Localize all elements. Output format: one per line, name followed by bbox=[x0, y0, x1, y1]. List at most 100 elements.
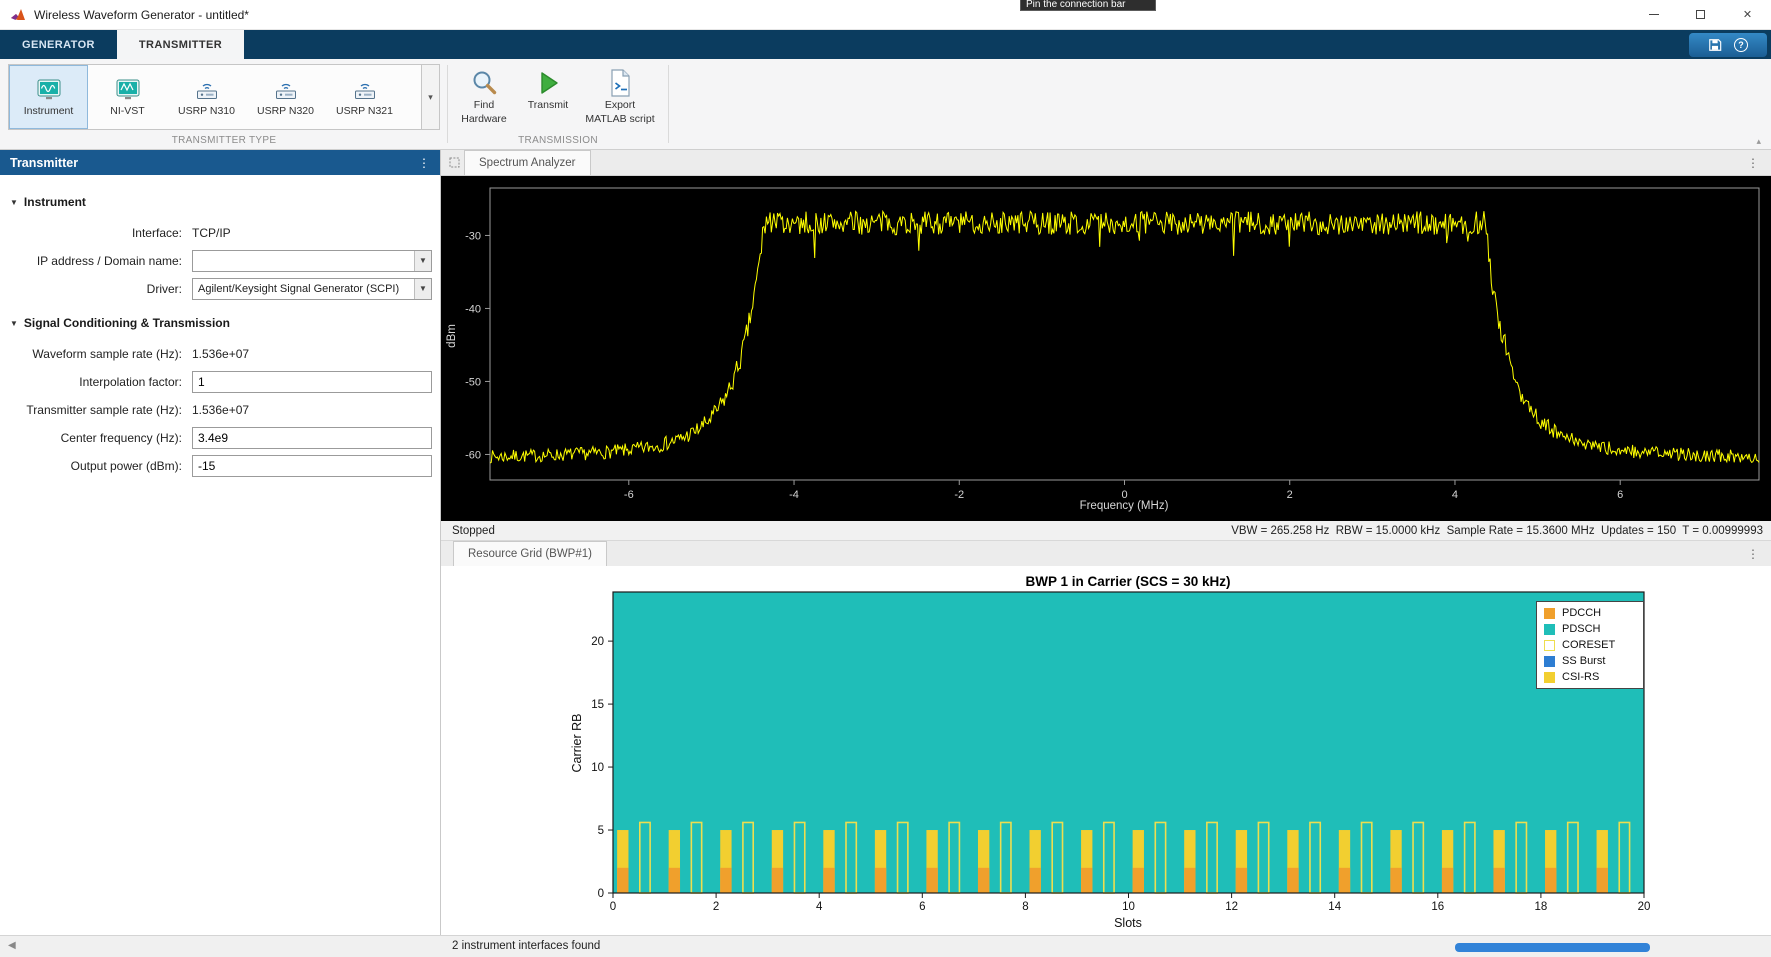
help-icon[interactable]: ? bbox=[1734, 38, 1748, 52]
app-status-bar: ◀ 2 instrument interfaces found bbox=[0, 935, 1771, 957]
section-title: Instrument bbox=[24, 195, 86, 209]
center-frequency-input[interactable] bbox=[192, 427, 432, 449]
play-icon bbox=[534, 68, 562, 98]
magnifier-icon bbox=[470, 68, 498, 98]
spectrum-xlabel: Frequency (MHz) bbox=[1080, 500, 1169, 512]
transmitter-sample-rate-value: 1.536e+07 bbox=[192, 403, 249, 417]
tab-generator[interactable]: GENERATOR bbox=[0, 30, 117, 59]
transmitter-type-ni-vst[interactable]: NI-VST bbox=[88, 65, 167, 129]
waveform-sample-rate-row: Waveform sample rate (Hz): 1.536e+07 bbox=[0, 342, 440, 365]
gallery-item-label: USRP N320 bbox=[257, 105, 314, 117]
transmitter-type-gallery: Instrument NI-VST bbox=[8, 64, 440, 130]
export-matlab-script-button[interactable]: Export MATLAB script bbox=[580, 64, 660, 144]
transmission-group: Find Hardware Transmit bbox=[452, 64, 660, 144]
legend-swatch bbox=[1544, 640, 1555, 651]
panel-title: Transmitter bbox=[10, 156, 78, 170]
tooltip-text: Pin the connection bar bbox=[1026, 0, 1126, 11]
gallery-item-label: USRP N321 bbox=[336, 105, 393, 117]
output-power-row: Output power (dBm): bbox=[0, 454, 440, 477]
svg-text:8: 8 bbox=[1022, 901, 1028, 913]
chevron-down-icon[interactable]: ▼ bbox=[414, 251, 431, 271]
figure-menu-icon[interactable]: ⋮ bbox=[1747, 547, 1759, 561]
button-label: Find bbox=[474, 99, 494, 112]
svg-text:15: 15 bbox=[591, 699, 604, 711]
svg-text:16: 16 bbox=[1431, 901, 1444, 913]
collapse-arrow-icon: ▼ bbox=[10, 319, 18, 328]
spectrum-tab-strip: Spectrum Analyzer ⋮ bbox=[441, 150, 1771, 176]
tab-resource-grid[interactable]: Resource Grid (BWP#1) bbox=[453, 541, 607, 566]
output-power-input[interactable] bbox=[192, 455, 432, 477]
svg-text:5: 5 bbox=[598, 825, 604, 837]
gallery-item-label: NI-VST bbox=[110, 105, 144, 117]
transmitter-panel-header: Transmitter ⋮ bbox=[0, 150, 440, 175]
legend-label: PDSCH bbox=[1562, 623, 1601, 635]
svg-text:-6: -6 bbox=[624, 489, 634, 501]
svg-text:0: 0 bbox=[610, 901, 616, 913]
legend-label: PDCCH bbox=[1562, 607, 1601, 619]
svg-text:-50: -50 bbox=[465, 376, 481, 388]
title-bar: Wireless Waveform Generator - untitled* … bbox=[0, 0, 1771, 30]
radio-icon bbox=[273, 77, 299, 103]
button-label: Hardware bbox=[461, 113, 507, 126]
legend-swatch bbox=[1544, 608, 1555, 619]
section-title: Signal Conditioning & Transmission bbox=[24, 316, 230, 330]
svg-text:6: 6 bbox=[1617, 489, 1623, 501]
waveform-sample-rate-value: 1.536e+07 bbox=[192, 347, 249, 361]
driver-row: Driver: Agilent/Keysight Signal Generato… bbox=[0, 277, 440, 300]
transmitter-panel: Transmitter ⋮ ▼ Instrument Interface: TC… bbox=[0, 150, 441, 935]
svg-text:6: 6 bbox=[919, 901, 925, 913]
transmitter-type-section-label: TRANSMITTER TYPE bbox=[8, 135, 440, 146]
field-label: Center frequency (Hz): bbox=[0, 431, 192, 445]
maximize-button[interactable] bbox=[1677, 0, 1724, 29]
radio-icon bbox=[194, 77, 220, 103]
ribbon-tab-bar: GENERATOR TRANSMITTER ? bbox=[0, 30, 1771, 59]
svg-text:10: 10 bbox=[591, 762, 604, 774]
tab-spectrum-analyzer[interactable]: Spectrum Analyzer bbox=[464, 150, 591, 175]
legend-item-ss-burst: SS Burst bbox=[1537, 653, 1643, 669]
gallery-dropdown-button[interactable]: ▾ bbox=[421, 65, 439, 129]
resource-grid-title: BWP 1 in Carrier (SCS = 30 kHz) bbox=[1026, 574, 1231, 589]
transmitter-type-usrp-n320[interactable]: USRP N320 bbox=[246, 65, 325, 129]
legend-swatch bbox=[1544, 672, 1555, 683]
minimize-button[interactable] bbox=[1630, 0, 1677, 29]
transmitter-type-usrp-n310[interactable]: USRP N310 bbox=[167, 65, 246, 129]
close-button[interactable]: ✕ bbox=[1724, 0, 1771, 29]
toolstrip: Instrument NI-VST bbox=[0, 59, 1771, 150]
figure-menu-icon[interactable]: ⋮ bbox=[1747, 156, 1759, 170]
section-signal-conditioning[interactable]: ▼ Signal Conditioning & Transmission bbox=[10, 316, 440, 330]
svg-text:4: 4 bbox=[1452, 489, 1458, 501]
svg-text:-40: -40 bbox=[465, 303, 481, 315]
save-icon[interactable] bbox=[1708, 38, 1722, 52]
find-hardware-button[interactable]: Find Hardware bbox=[452, 64, 516, 144]
panel-menu-icon[interactable]: ⋮ bbox=[418, 156, 430, 170]
spectrum-plot: -30-40-50-60-6-4-20246 Frequency (MHz) d… bbox=[441, 176, 1771, 521]
collapse-left-icon[interactable]: ◀ bbox=[8, 940, 16, 951]
chevron-down-icon[interactable]: ▼ bbox=[414, 279, 431, 299]
svg-text:20: 20 bbox=[1638, 901, 1651, 913]
interpolation-factor-input[interactable] bbox=[192, 371, 432, 393]
driver-combo[interactable]: Agilent/Keysight Signal Generator (SCPI)… bbox=[192, 278, 432, 300]
pane-icon[interactable] bbox=[449, 157, 460, 168]
tab-transmitter[interactable]: TRANSMITTER bbox=[117, 30, 244, 59]
ip-address-combo[interactable]: ▼ bbox=[192, 250, 432, 272]
legend-label: CSI-RS bbox=[1562, 671, 1599, 683]
collapse-toolstrip-icon[interactable]: ▴ bbox=[1756, 136, 1761, 147]
spectrum-ylabel: dBm bbox=[446, 324, 458, 348]
field-label: Output power (dBm): bbox=[0, 459, 192, 473]
interpolation-factor-row: Interpolation factor: bbox=[0, 370, 440, 393]
transmitter-panel-body: ▼ Instrument Interface: TCP/IP IP addres… bbox=[0, 175, 440, 477]
svg-text:14: 14 bbox=[1328, 901, 1341, 913]
button-label: MATLAB script bbox=[585, 113, 654, 126]
collapse-arrow-icon: ▼ bbox=[10, 198, 18, 207]
svg-text:-2: -2 bbox=[954, 489, 964, 501]
transmitter-type-usrp-n321[interactable]: USRP N321 bbox=[325, 65, 404, 129]
field-label: Interface: bbox=[0, 226, 192, 240]
legend-item-pdcch: PDCCH bbox=[1537, 605, 1643, 621]
spectrum-run-state: Stopped bbox=[452, 525, 495, 537]
svg-text:4: 4 bbox=[816, 901, 823, 913]
app-window: Wireless Waveform Generator - untitled* … bbox=[0, 0, 1771, 957]
transmitter-type-instrument[interactable]: Instrument bbox=[9, 65, 88, 129]
section-instrument[interactable]: ▼ Instrument bbox=[10, 195, 440, 209]
transmitter-sample-rate-row: Transmitter sample rate (Hz): 1.536e+07 bbox=[0, 398, 440, 421]
transmit-button[interactable]: Transmit bbox=[516, 64, 580, 144]
